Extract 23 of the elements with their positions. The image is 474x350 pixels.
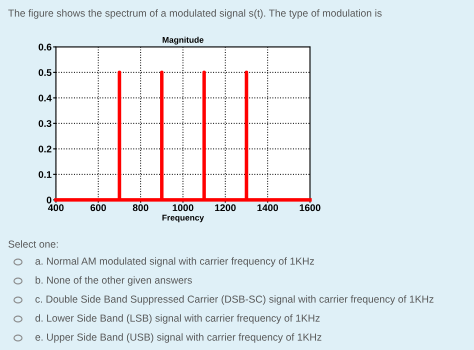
text: e. Upper Side Band (USB) signal with carrier frequency of 1KHz [35, 333, 322, 343]
text: d. Lower Side Band (LSB) signal with carrier frequency of 1KHz [35, 314, 320, 324]
x-axis-title: Frequency [162, 214, 204, 222]
y-tick-label: 0.3 [38, 120, 52, 128]
x-tick-label: 400 [48, 204, 64, 212]
x-tick-label: 1600 [300, 204, 320, 212]
chart-title: Magnitude [162, 36, 204, 44]
text: Select one: [8, 240, 58, 248]
y-tick-label: 0.4 [38, 94, 52, 102]
x-tick-label: 1000 [172, 204, 194, 212]
y-tick-label: 0.1 [38, 171, 52, 178]
text: b. None of the other given answers [36, 276, 192, 286]
text: c. Double Side Band Suppressed Carrier (DSB-SC) signal with carrier frequency of 1KHz [35, 295, 434, 305]
x-tick-label: 600 [90, 204, 106, 212]
x-tick-label: 1200 [215, 204, 236, 212]
y-tick-label: 0.6 [38, 44, 52, 51]
x-tick-label: 800 [132, 204, 148, 212]
y-tick-label: 0 [46, 196, 52, 204]
x-tick-label: 1400 [257, 204, 278, 212]
y-tick-label: 0.5 [38, 69, 52, 76]
text: The figure shows the spectrum of a modulated signal s(t). The type of modulation is [8, 9, 382, 19]
y-tick-label: 0.2 [38, 146, 52, 152]
text: a. Normal AM modulated signal with carrier frequency of 1KHz [35, 257, 314, 267]
